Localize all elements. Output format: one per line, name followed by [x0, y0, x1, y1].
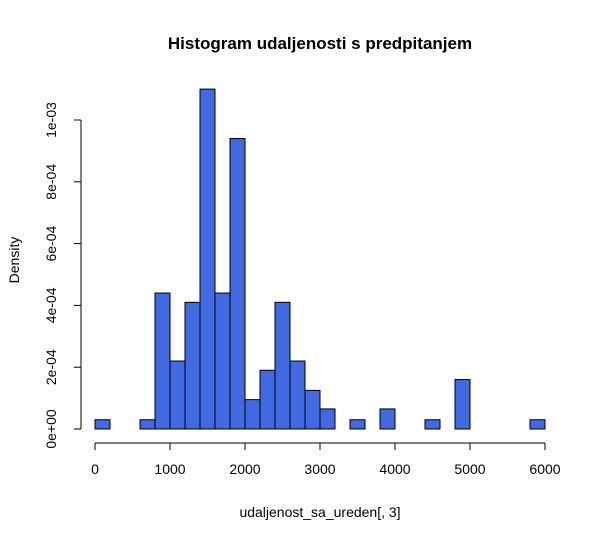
histogram-bar — [349, 419, 366, 430]
x-tick-label: 3000 — [304, 461, 335, 477]
x-axis: 0 1000 2000 3000 4000 5000 6000 — [91, 442, 561, 477]
x-axis-label: udaljenost_sa_ureden[, 3] — [239, 504, 400, 520]
histogram-bar — [319, 408, 336, 430]
histogram-bar — [154, 292, 171, 430]
histogram-bar — [379, 408, 396, 430]
y-tick-label: 6e-04 — [43, 225, 59, 261]
histogram-bar — [139, 419, 156, 430]
histogram-bar — [274, 301, 291, 430]
histogram-bar — [214, 292, 231, 430]
bars-group — [94, 88, 546, 430]
x-tick-label: 2000 — [229, 461, 260, 477]
histogram-bar — [304, 389, 321, 430]
chart-title: Histogram udaljenosti s predpitanjem — [168, 34, 472, 53]
y-tick-label: 4e-04 — [43, 287, 59, 323]
histogram-bar — [94, 419, 111, 430]
y-axis: 0e+00 2e-04 4e-04 6e-04 8e-04 1e-03 — [43, 102, 82, 449]
histogram-bar — [289, 360, 306, 430]
histogram-bar — [244, 399, 261, 430]
histogram-bar — [529, 419, 546, 430]
x-tick-label: 0 — [91, 461, 99, 477]
histogram-bar — [199, 88, 216, 430]
x-tick-label: 4000 — [379, 461, 410, 477]
histogram-bar — [184, 301, 201, 430]
histogram-bar — [169, 360, 186, 430]
x-tick-label: 1000 — [154, 461, 185, 477]
y-tick-label: 0e+00 — [43, 409, 59, 449]
histogram-bar — [424, 419, 441, 430]
y-tick-label: 2e-04 — [43, 349, 59, 385]
x-tick-label: 6000 — [529, 461, 560, 477]
histogram-bar — [229, 138, 246, 430]
x-tick-label: 5000 — [454, 461, 485, 477]
histogram-bar — [259, 369, 276, 430]
y-axis-label: Density — [6, 237, 22, 284]
histogram-bar — [454, 379, 471, 430]
y-tick-label: 8e-04 — [43, 164, 59, 200]
y-tick-label: 1e-03 — [43, 102, 59, 138]
